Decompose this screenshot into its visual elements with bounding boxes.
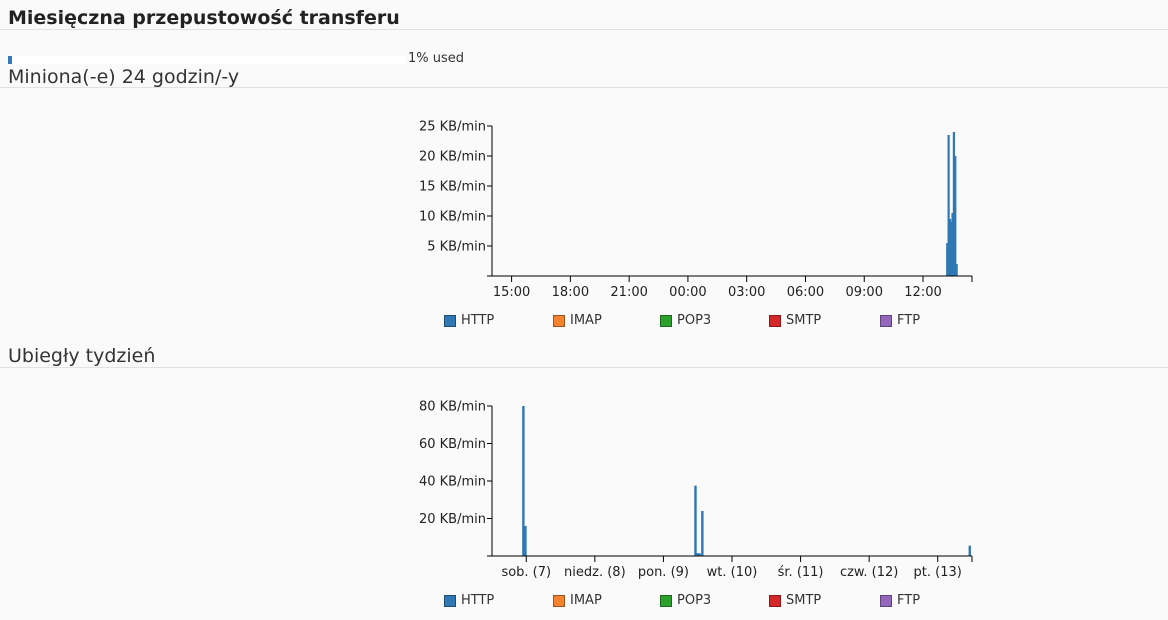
legend-item-pop3: POP3: [660, 313, 769, 328]
legend-swatch: [444, 594, 456, 607]
bar: [947, 135, 950, 276]
x-tick-label: 09:00: [846, 285, 883, 300]
legend-item-ftp: FTP: [880, 593, 940, 608]
y-tick-label: 10 KB/min: [419, 210, 486, 225]
legend-swatch: [444, 314, 456, 327]
bar: [948, 219, 952, 276]
y-tick-label: 20 KB/min: [419, 150, 486, 165]
y-tick-label: 15 KB/min: [419, 180, 486, 195]
bar: [954, 156, 957, 276]
y-tick-label: 40 KB/min: [419, 475, 486, 490]
legend-item-imap: IMAP: [553, 313, 660, 328]
usage-label: 1% used: [408, 51, 465, 66]
section-title-week: Ubiegły tydzień: [8, 345, 156, 367]
legend-label: POP3: [677, 313, 712, 328]
legend-label: IMAP: [570, 313, 602, 328]
legend-item-imap: IMAP: [553, 593, 660, 608]
legend-item-pop3: POP3: [660, 593, 769, 608]
legend-day: HTTP IMAP POP3 SMTP FTP: [444, 313, 940, 328]
legend-label: HTTP: [461, 593, 495, 608]
x-tick-label: 12:00: [904, 285, 941, 300]
divider: [0, 367, 1168, 368]
bar: [955, 264, 958, 276]
x-tick-label: sob. (7): [501, 565, 551, 580]
bar: [950, 222, 953, 276]
bar: [951, 213, 954, 276]
usage-progress-fill: [8, 56, 12, 64]
bar: [694, 485, 697, 556]
legend-label: IMAP: [570, 593, 602, 608]
bar: [701, 511, 704, 556]
y-tick-label: 60 KB/min: [419, 437, 486, 452]
bar: [522, 406, 525, 556]
legend-swatch: [660, 314, 672, 327]
usage-progress-bar: [8, 56, 406, 64]
x-tick-label: czw. (12): [840, 565, 898, 580]
bar: [952, 132, 955, 276]
legend-swatch: [660, 594, 672, 607]
legend-item-http: HTTP: [444, 593, 553, 608]
chart-day: 5 KB/min 10 KB/min 15 KB/min 20 KB/min 25 KB…: [419, 120, 973, 300]
legend-label: HTTP: [461, 313, 495, 328]
legend-label: SMTP: [786, 593, 822, 608]
y-tick-label: 5 KB/min: [427, 240, 486, 255]
legend-item-smtp: SMTP: [769, 313, 880, 328]
bar: [524, 526, 527, 556]
legend-label: FTP: [897, 313, 921, 328]
legend-swatch: [769, 314, 781, 327]
legend-item-http: HTTP: [444, 313, 553, 328]
bar: [946, 243, 949, 276]
bar: [698, 553, 701, 556]
x-tick-label: 18:00: [552, 285, 589, 300]
legend-swatch: [880, 594, 892, 607]
x-tick-label: wt. (10): [707, 565, 758, 580]
legend-week: HTTP IMAP POP3 SMTP FTP: [444, 593, 940, 608]
bar: [696, 553, 699, 556]
legend-swatch: [553, 314, 565, 327]
y-tick-label: 20 KB/min: [419, 512, 486, 527]
legend-item-ftp: FTP: [880, 313, 940, 328]
bar: [968, 545, 971, 556]
divider: [0, 29, 1168, 30]
x-tick-label: 00:00: [669, 285, 706, 300]
legend-swatch: [880, 314, 892, 327]
section-title-day: Miniona(-e) 24 godzin/-y: [8, 66, 240, 88]
x-tick-label: 21:00: [610, 285, 647, 300]
y-tick-label: 25 KB/min: [419, 120, 486, 135]
y-tick-label: 80 KB/min: [419, 400, 486, 415]
legend-label: SMTP: [786, 313, 822, 328]
page-title: Miesięczna przepustowość transferu: [8, 7, 400, 29]
legend-label: FTP: [897, 593, 921, 608]
x-tick-label: śr. (11): [778, 565, 824, 580]
legend-label: POP3: [677, 593, 712, 608]
x-tick-label: niedz. (8): [564, 565, 626, 580]
x-tick-label: pt. (13): [914, 565, 962, 580]
legend-swatch: [769, 594, 781, 607]
x-tick-label: 15:00: [493, 285, 530, 300]
x-tick-label: 06:00: [787, 285, 824, 300]
legend-item-smtp: SMTP: [769, 593, 880, 608]
x-tick-label: 03:00: [728, 285, 765, 300]
x-tick-label: pon. (9): [638, 565, 689, 580]
legend-swatch: [553, 594, 565, 607]
divider: [0, 87, 1168, 88]
